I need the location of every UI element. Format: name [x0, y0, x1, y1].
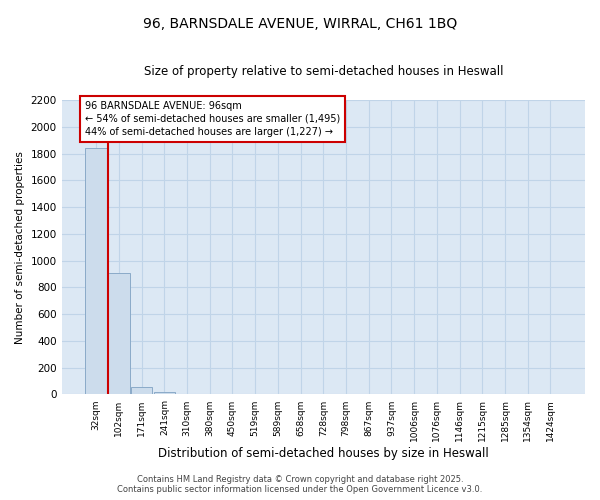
- Title: Size of property relative to semi-detached houses in Heswall: Size of property relative to semi-detach…: [143, 65, 503, 78]
- Text: 96, BARNSDALE AVENUE, WIRRAL, CH61 1BQ: 96, BARNSDALE AVENUE, WIRRAL, CH61 1BQ: [143, 18, 457, 32]
- Bar: [85, 148, 107, 394]
- Text: 96 BARNSDALE AVENUE: 96sqm
← 54% of semi-detached houses are smaller (1,495)
44%: 96 BARNSDALE AVENUE: 96sqm ← 54% of semi…: [85, 100, 341, 137]
- Bar: [154, 392, 175, 394]
- Bar: [108, 272, 130, 394]
- X-axis label: Distribution of semi-detached houses by size in Heswall: Distribution of semi-detached houses by …: [158, 447, 489, 460]
- Text: Contains HM Land Registry data © Crown copyright and database right 2025.
Contai: Contains HM Land Registry data © Crown c…: [118, 474, 482, 494]
- Y-axis label: Number of semi-detached properties: Number of semi-detached properties: [15, 151, 25, 344]
- Bar: [131, 387, 152, 394]
